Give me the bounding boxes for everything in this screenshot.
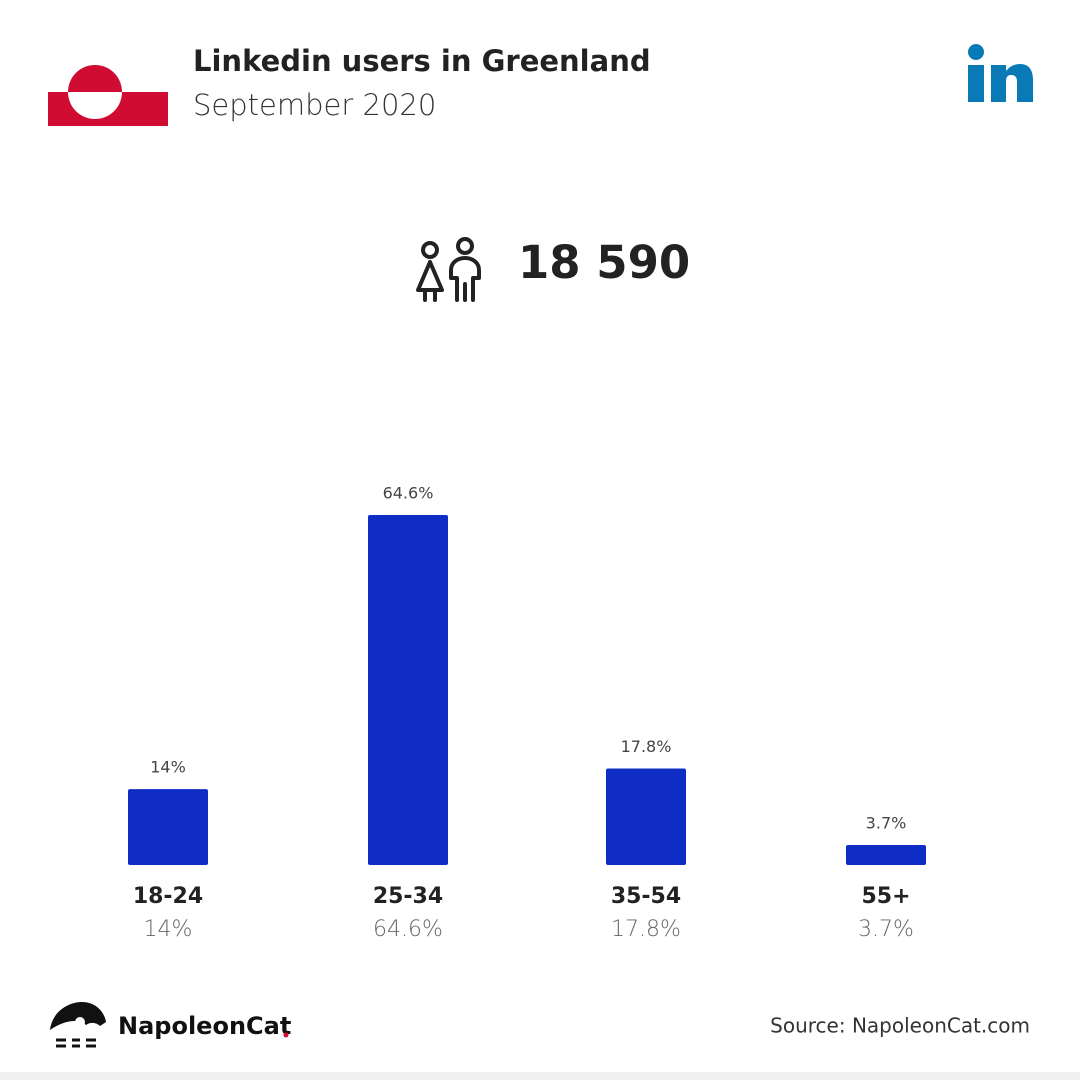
- brand-name: NapoleonCat: [118, 1012, 291, 1040]
- bar: [846, 844, 926, 865]
- napoleoncat-logo: [50, 1002, 106, 1048]
- category-label: 18-24: [133, 884, 203, 909]
- bar: [128, 789, 208, 865]
- bar-value-label: 64.6%: [383, 484, 434, 503]
- category-value: 14%: [144, 917, 193, 942]
- bar-value-label: 14%: [150, 758, 186, 777]
- bar-value-label: 3.7%: [866, 813, 907, 832]
- brand-dot: [283, 1032, 289, 1038]
- bar: [606, 768, 686, 865]
- category-label: 35-54: [611, 884, 681, 909]
- category-label: 25-34: [373, 884, 443, 909]
- bar-value-label: 17.8%: [621, 737, 672, 756]
- category-value: 3.7%: [858, 917, 914, 942]
- total-users: 18 590: [518, 236, 690, 289]
- category-value: 17.8%: [611, 917, 681, 942]
- bottom-band: [0, 1072, 1080, 1080]
- category-value: 64.6%: [373, 917, 443, 942]
- chart-subtitle: September 2020: [193, 88, 436, 122]
- flag: [48, 59, 168, 126]
- people-icon: [416, 237, 481, 302]
- bar: [368, 515, 448, 865]
- category-label: 55+: [861, 884, 910, 909]
- source: Source: NapoleonCat.com: [770, 1014, 1030, 1038]
- linkedin-logo: [968, 44, 1033, 102]
- chart-title: Linkedin users in Greenland: [193, 44, 651, 78]
